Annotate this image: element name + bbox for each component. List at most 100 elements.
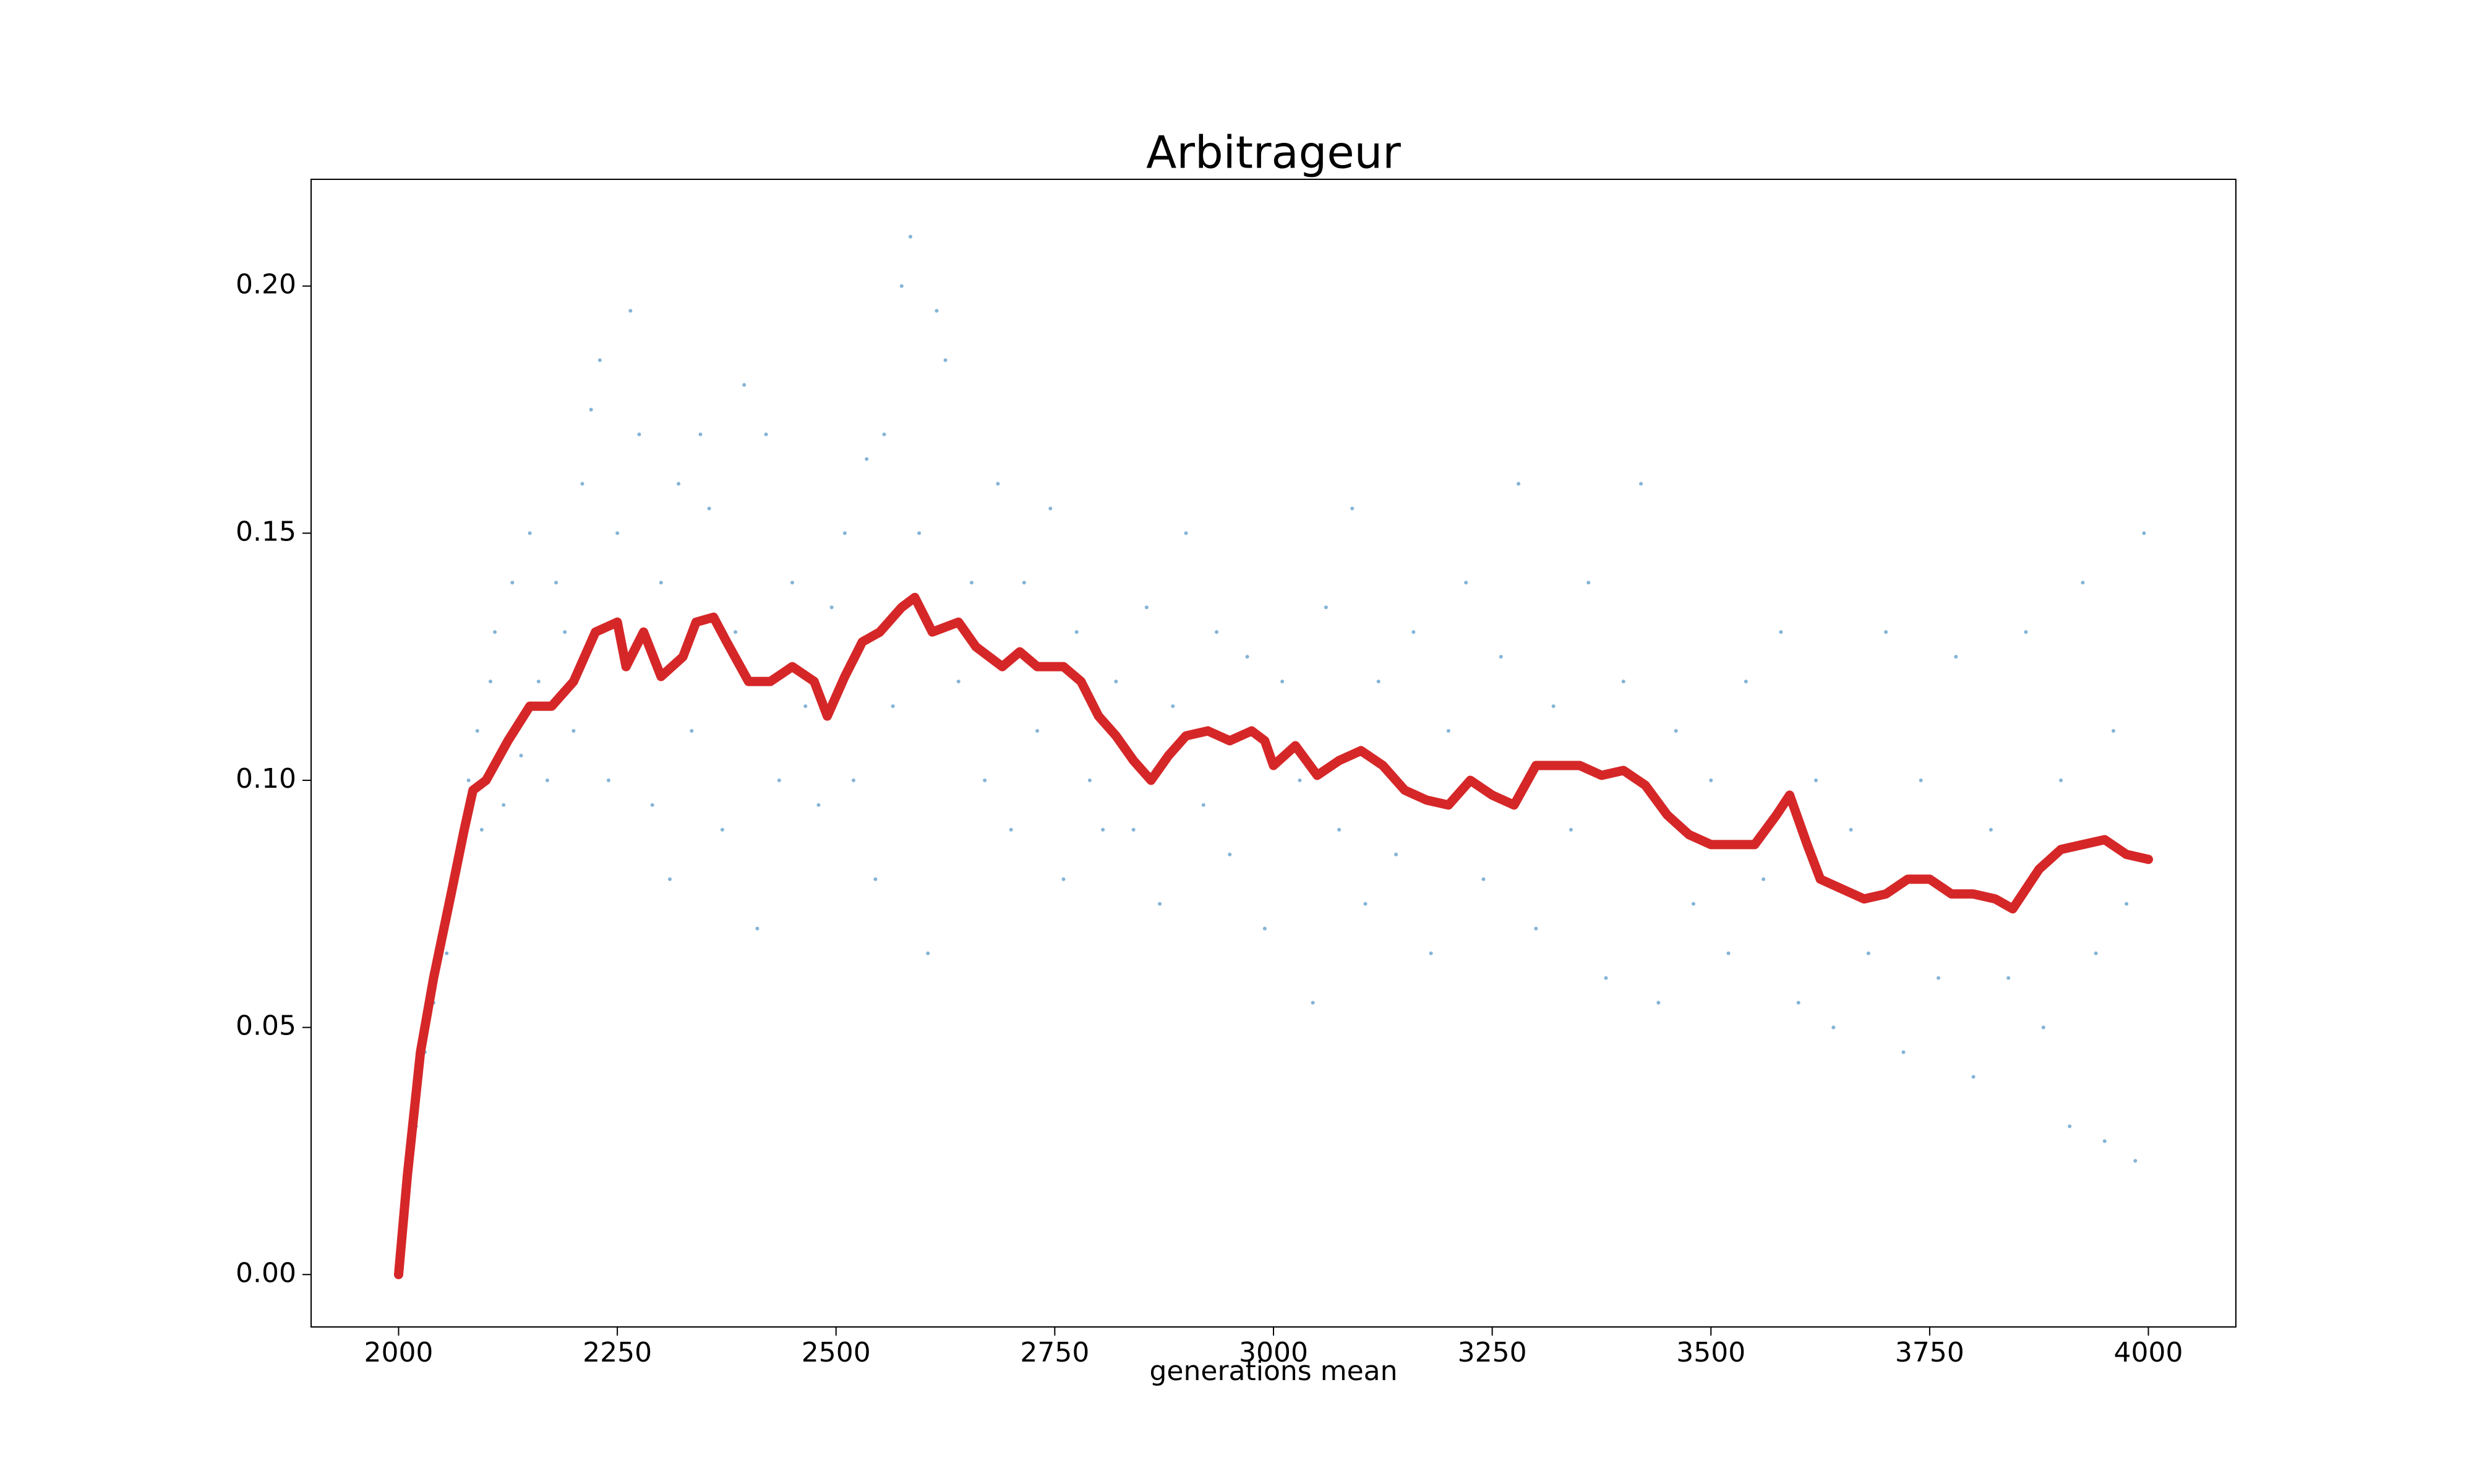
scatter-point	[899, 284, 904, 288]
scatter-point	[1656, 1000, 1661, 1005]
scatter-point	[734, 630, 738, 634]
scatter-point	[882, 432, 886, 437]
scatter-point	[816, 803, 821, 807]
scatter-point	[502, 803, 506, 807]
scatter-point	[1228, 852, 1232, 856]
scatter-point	[1779, 630, 1783, 634]
scatter-point	[698, 432, 703, 437]
scatter-point	[1245, 655, 1249, 659]
scatter-point	[1114, 680, 1118, 684]
scatter-point	[1744, 680, 1748, 684]
scatter-point	[1726, 951, 1731, 955]
scatter-point	[777, 778, 781, 782]
scatter-point	[1481, 877, 1486, 881]
scatter-point	[466, 778, 471, 782]
scatter-point	[1866, 951, 1870, 955]
scatter-point	[996, 482, 1000, 486]
scatter-point	[935, 309, 939, 313]
scatter-point	[597, 358, 602, 362]
scatter-point	[1621, 680, 1625, 684]
scatter-point	[1101, 827, 1105, 832]
scatter-point	[1376, 680, 1380, 684]
scatter-point	[589, 407, 593, 412]
scatter-point	[1201, 803, 1205, 807]
scatter-point	[1499, 655, 1503, 659]
scatter-point	[545, 778, 549, 782]
scatter-point	[493, 630, 497, 634]
scatter-point	[2068, 1124, 2072, 1128]
scatter-point	[2006, 976, 2011, 980]
scatter-point	[1604, 976, 1608, 980]
scatter-point	[519, 753, 523, 757]
scatter-point	[720, 827, 724, 832]
scatter-point	[1131, 827, 1136, 832]
scatter-point	[852, 778, 856, 782]
scatter-point	[755, 926, 760, 931]
line	[393, 592, 2154, 1279]
x-tick-label: 3750	[1895, 1337, 1964, 1368]
scatter-point	[1350, 506, 1355, 511]
scatter-point	[865, 457, 869, 461]
scatter-point	[615, 531, 620, 535]
scatter-point	[1586, 581, 1591, 585]
scatter-point	[1411, 630, 1416, 634]
scatter-point	[479, 827, 484, 832]
scatter-point	[1022, 581, 1026, 585]
y-tick-label: 0.05	[236, 1010, 296, 1042]
scatter-point	[1639, 482, 1643, 486]
scatter-point	[2133, 1159, 2138, 1163]
scatter-point	[1311, 1000, 1315, 1005]
scatter-point	[571, 729, 576, 733]
scatter-point	[1280, 680, 1285, 684]
scatter-point	[1394, 852, 1398, 856]
scatter-point	[445, 951, 449, 955]
scatter-point	[580, 482, 584, 486]
scatter-point	[917, 531, 922, 535]
scatter-point	[2059, 778, 2063, 782]
scatter-point	[475, 729, 479, 733]
scatter-point	[1363, 902, 1368, 906]
x-tick-label: 2750	[1020, 1337, 1089, 1368]
scatter-point	[637, 432, 641, 437]
scatter-point	[1061, 877, 1066, 881]
scatter-point	[1158, 902, 1162, 906]
scatter-point	[1814, 778, 1818, 782]
scatter-point	[606, 778, 610, 782]
x-tick-label: 3500	[1676, 1337, 1745, 1368]
scatter-point	[1144, 605, 1149, 610]
scatter-point	[1919, 778, 1923, 782]
scatter-point	[2094, 951, 2098, 955]
scatter-point	[1761, 877, 1766, 881]
scatter-point	[1534, 926, 1538, 931]
scatter-point	[1048, 506, 1053, 511]
scatter-point	[1171, 704, 1175, 709]
scatter-point	[659, 581, 663, 585]
scatter-point	[2081, 581, 2085, 585]
scatter-point	[628, 309, 633, 313]
scatter-point	[1074, 630, 1079, 634]
scatter-point	[1901, 1050, 1906, 1054]
scatter-point	[1691, 902, 1695, 906]
scatter-point	[873, 877, 878, 881]
x-tick-label: 2500	[802, 1337, 871, 1368]
scatter-point	[1884, 630, 1888, 634]
x-tick-label: 2000	[364, 1337, 433, 1368]
scatter-point	[1796, 1000, 1800, 1005]
scatter-point	[1215, 630, 1219, 634]
scatter-point	[2142, 531, 2146, 535]
scatter-point	[650, 803, 654, 807]
scatter-point	[554, 581, 559, 585]
y-tick-label: 0.10	[236, 763, 296, 795]
scatter-point	[563, 630, 567, 634]
scatter-point	[943, 358, 948, 362]
scatter-point	[891, 704, 895, 709]
scatter-point	[764, 432, 768, 437]
scatter-point	[1988, 827, 1993, 832]
scatter-point	[1971, 1075, 1975, 1079]
scatter-point	[956, 680, 961, 684]
scatter-point	[1954, 655, 1958, 659]
scatter-point	[1709, 778, 1713, 782]
scatter-point	[1551, 704, 1556, 709]
scatter-point	[926, 951, 930, 955]
scatter-point	[803, 704, 808, 709]
